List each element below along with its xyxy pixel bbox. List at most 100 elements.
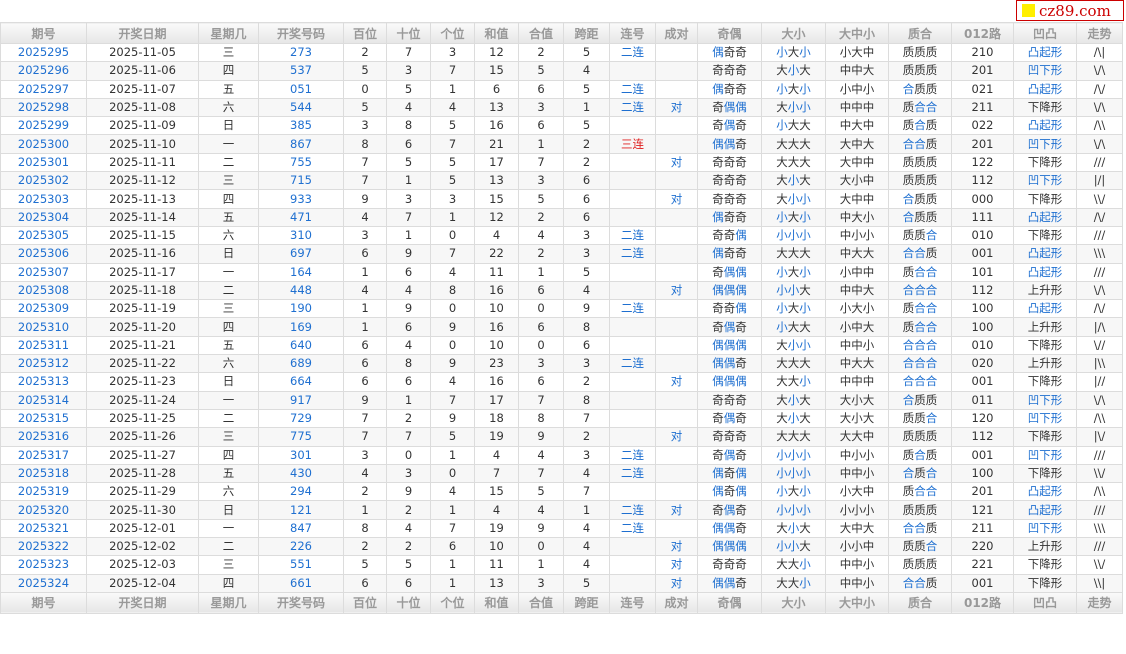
cell-number[interactable]: 273 xyxy=(258,42,344,63)
cell-issue[interactable]: 2025297 xyxy=(0,79,87,99)
cell-issue[interactable]: 2025312 xyxy=(0,354,87,374)
cell-trend: \\\ xyxy=(1076,518,1123,539)
cell-number[interactable]: 164 xyxy=(258,262,344,282)
cell-units: 9 xyxy=(430,408,475,429)
cell-issue[interactable]: 2025308 xyxy=(0,280,87,301)
cell-date: 2025-11-27 xyxy=(86,445,199,465)
cell-span: 2 xyxy=(563,152,610,173)
cell-number[interactable]: 755 xyxy=(258,152,344,173)
cell-issue[interactable]: 2025313 xyxy=(0,372,87,392)
cell-number[interactable]: 430 xyxy=(258,463,344,484)
cell-number[interactable]: 226 xyxy=(258,537,344,557)
cell-number[interactable]: 051 xyxy=(258,79,344,99)
cell-hundreds: 4 xyxy=(343,207,387,227)
cell-date: 2025-12-03 xyxy=(86,555,199,575)
cell-issue[interactable]: 2025300 xyxy=(0,134,87,154)
cell-number[interactable]: 385 xyxy=(258,116,344,136)
cell-prime-composite: 合合合 xyxy=(888,354,952,374)
cell-issue[interactable]: 2025321 xyxy=(0,518,87,539)
cell-number[interactable]: 190 xyxy=(258,299,344,319)
cell-big-small: 小大小 xyxy=(761,207,826,227)
cell-issue[interactable]: 2025318 xyxy=(0,463,87,484)
cell-span: 2 xyxy=(563,372,610,392)
column-header-prime-composite: 质合 xyxy=(888,22,952,44)
cell-issue[interactable]: 2025323 xyxy=(0,555,87,575)
cell-route-012: 100 xyxy=(951,317,1014,337)
cell-sum-tail: 5 xyxy=(518,189,564,209)
cell-odd-even: 奇偶偶 xyxy=(697,262,762,282)
cell-prime-composite: 质质质 xyxy=(888,61,952,81)
cell-issue[interactable]: 2025309 xyxy=(0,299,87,319)
cell-issue[interactable]: 2025319 xyxy=(0,482,87,502)
cell-shape: 凸起形 xyxy=(1013,482,1077,502)
cell-hundreds: 7 xyxy=(343,152,387,173)
cell-odd-even: 偶偶偶 xyxy=(697,335,762,356)
cell-number[interactable]: 689 xyxy=(258,354,344,374)
cell-date: 2025-11-18 xyxy=(86,280,199,301)
cell-number[interactable]: 775 xyxy=(258,427,344,447)
cell-number[interactable]: 169 xyxy=(258,317,344,337)
cell-number[interactable]: 867 xyxy=(258,134,344,154)
cell-issue[interactable]: 2025307 xyxy=(0,262,87,282)
cell-number[interactable]: 661 xyxy=(258,573,344,593)
cell-date: 2025-12-02 xyxy=(86,537,199,557)
cell-span: 6 xyxy=(563,171,610,191)
cell-issue[interactable]: 2025303 xyxy=(0,189,87,209)
cell-number[interactable]: 310 xyxy=(258,225,344,246)
cell-number[interactable]: 448 xyxy=(258,280,344,301)
cell-issue[interactable]: 2025315 xyxy=(0,408,87,429)
cell-big-mid-small: 中中小 xyxy=(825,335,889,356)
cell-number[interactable]: 551 xyxy=(258,555,344,575)
cell-number[interactable]: 544 xyxy=(258,97,344,118)
cell-issue[interactable]: 2025304 xyxy=(0,207,87,227)
cell-number[interactable]: 715 xyxy=(258,171,344,191)
cell-issue[interactable]: 2025317 xyxy=(0,445,87,465)
cell-issue[interactable]: 2025295 xyxy=(0,42,87,63)
cell-trend: |// xyxy=(1076,372,1123,392)
cell-issue[interactable]: 2025298 xyxy=(0,97,87,118)
cell-route-012: 201 xyxy=(951,61,1014,81)
column-header-tens: 十位 xyxy=(386,591,431,614)
cell-units: 7 xyxy=(430,390,475,410)
cell-sum-tail: 1 xyxy=(518,134,564,154)
cell-route-012: 010 xyxy=(951,335,1014,356)
site-logo[interactable]: cz89.com xyxy=(1016,0,1124,21)
cell-number[interactable]: 847 xyxy=(258,518,344,539)
cell-issue[interactable]: 2025320 xyxy=(0,500,87,520)
cell-issue[interactable]: 2025322 xyxy=(0,537,87,557)
cell-shape: 下降形 xyxy=(1013,97,1077,118)
cell-issue[interactable]: 2025305 xyxy=(0,225,87,246)
cell-number[interactable]: 664 xyxy=(258,372,344,392)
cell-issue[interactable]: 2025296 xyxy=(0,61,87,81)
cell-pair: 对 xyxy=(655,500,698,520)
cell-number[interactable]: 917 xyxy=(258,390,344,410)
cell-tens: 7 xyxy=(386,207,431,227)
cell-issue[interactable]: 2025302 xyxy=(0,171,87,191)
cell-sum-tail: 6 xyxy=(518,116,564,136)
cell-issue[interactable]: 2025299 xyxy=(0,116,87,136)
cell-number[interactable]: 294 xyxy=(258,482,344,502)
cell-prime-composite: 合合合 xyxy=(888,372,952,392)
cell-date: 2025-11-09 xyxy=(86,116,199,136)
cell-issue[interactable]: 2025316 xyxy=(0,427,87,447)
cell-number[interactable]: 697 xyxy=(258,244,344,264)
cell-number[interactable]: 729 xyxy=(258,408,344,429)
cell-number[interactable]: 537 xyxy=(258,61,344,81)
cell-number[interactable]: 933 xyxy=(258,189,344,209)
cell-route-012: 021 xyxy=(951,79,1014,99)
cell-number[interactable]: 471 xyxy=(258,207,344,227)
cell-issue[interactable]: 2025310 xyxy=(0,317,87,337)
cell-issue[interactable]: 2025311 xyxy=(0,335,87,356)
cell-issue[interactable]: 2025324 xyxy=(0,573,87,593)
cell-issue[interactable]: 2025301 xyxy=(0,152,87,173)
cell-number[interactable]: 640 xyxy=(258,335,344,356)
cell-issue[interactable]: 2025306 xyxy=(0,244,87,264)
cell-prime-composite: 合质质 xyxy=(888,390,952,410)
cell-number[interactable]: 121 xyxy=(258,500,344,520)
cell-number[interactable]: 301 xyxy=(258,445,344,465)
cell-units: 9 xyxy=(430,317,475,337)
cell-weekday: 三 xyxy=(198,427,259,447)
cell-issue[interactable]: 2025314 xyxy=(0,390,87,410)
cell-big-small: 大大大 xyxy=(761,152,826,173)
table-row: 2025319 2025-11-29 六 294 2 9 4 15 5 7 偶奇偶 小大小 小大中 质合合… xyxy=(0,482,1123,502)
